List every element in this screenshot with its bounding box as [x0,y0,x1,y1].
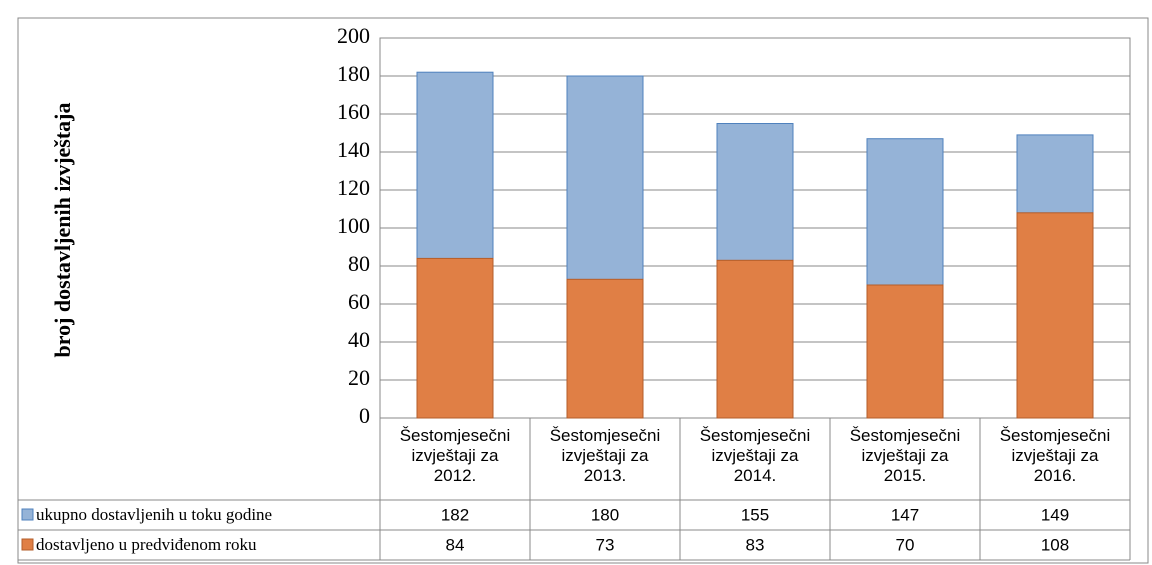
y-tick-label: 0 [359,403,370,428]
y-tick-label: 100 [337,213,370,238]
bar [1016,212,1094,419]
table-value: 70 [896,535,915,554]
y-tick-label: 20 [348,365,370,390]
table-value: 108 [1041,535,1069,554]
bar [716,259,794,419]
chart-border [17,17,1149,564]
x-tick-label: Šestomjesečni izvještaji za 2013. [549,426,661,485]
y-tick-label: 200 [337,23,370,48]
table-value: 180 [591,505,619,524]
legend-swatch [21,508,34,521]
x-tick-label: Šestomjesečni izvještaji za 2015. [849,426,961,485]
y-tick-label: 80 [348,251,370,276]
y-tick-label: 180 [337,61,370,86]
x-tick-label: Šestomjesečni izvještaji za 2016. [999,426,1111,485]
bar [566,278,644,419]
y-tick-label: 140 [337,137,370,162]
x-tick-label: Šestomjesečni izvještaji za 2012. [399,426,511,485]
legend-swatch [21,538,34,551]
bar [416,257,494,419]
y-tick-label: 60 [348,289,370,314]
y-tick-label: 40 [348,327,370,352]
y-tick-label: 160 [337,99,370,124]
x-tick-label: Šestomjesečni izvještaji za 2014. [699,426,811,485]
legend-label: ukupno dostavljenih u toku godine [36,505,272,524]
bar [866,284,944,419]
y-tick-label: 120 [337,175,370,200]
table-value: 155 [741,505,769,524]
table-value: 182 [441,505,469,524]
table-value: 147 [891,505,919,524]
table-value: 84 [446,535,465,554]
table-value: 73 [596,535,615,554]
table-value: 83 [746,535,765,554]
legend-label: dostavljeno u predviđenom roku [36,535,257,554]
y-axis-label: broj dostavljenih izvještaja [50,102,75,357]
table-value: 149 [1041,505,1069,524]
